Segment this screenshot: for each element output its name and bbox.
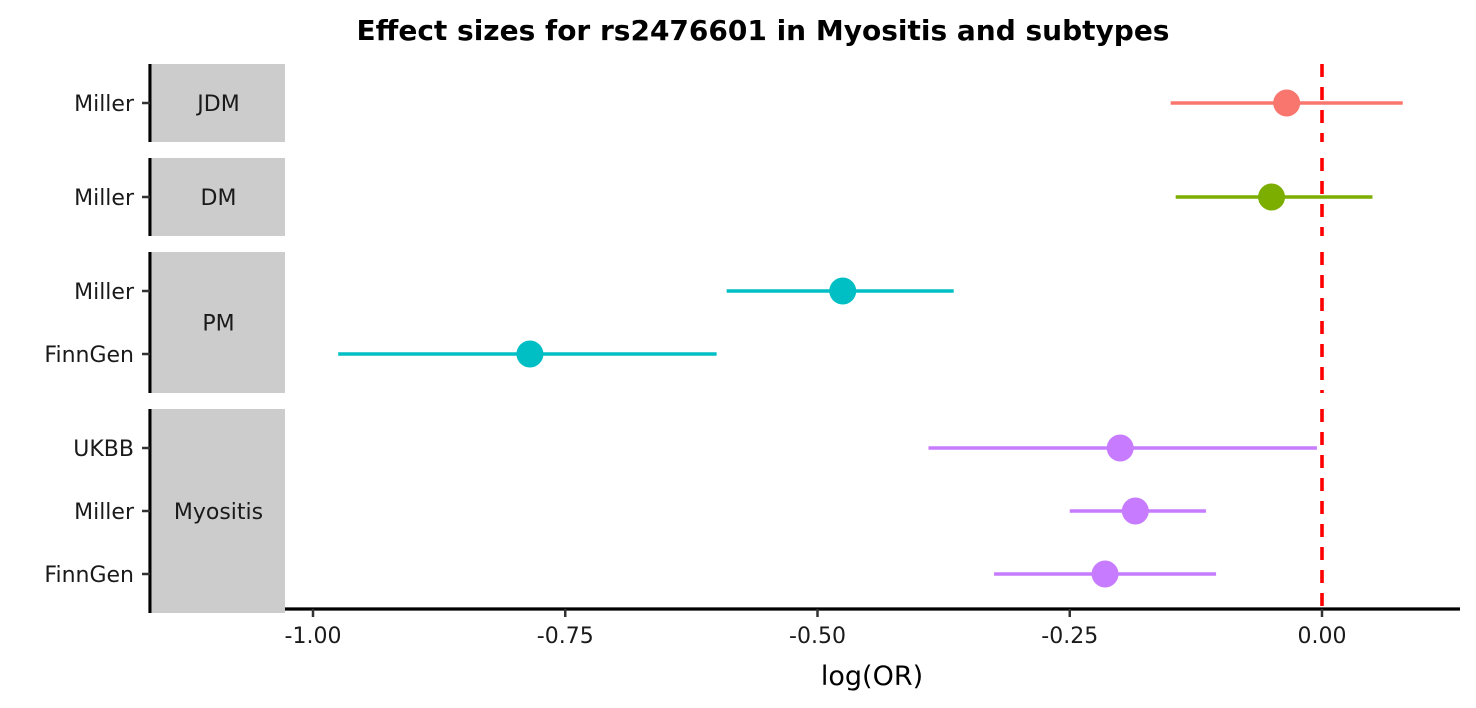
data-marks	[338, 89, 1403, 588]
point-estimate	[829, 277, 857, 305]
y-tick-label: Miller	[74, 186, 135, 211]
x-tick-label: -0.75	[537, 624, 594, 649]
point-estimate	[1091, 560, 1119, 588]
facet-strips: JDM DM PM Myositis	[152, 64, 285, 613]
y-axes: Miller Miller Miller FinnGen UKBB Miller FinnG…	[44, 64, 152, 613]
y-tick-label: Miller	[74, 500, 135, 525]
point-estimate	[1121, 497, 1149, 525]
y-tick-label: Miller	[74, 280, 135, 305]
x-axis: -1.00 -0.75 -0.50 -0.25 0.00	[285, 607, 1460, 649]
facet-strip-label: Myositis	[174, 500, 263, 525]
facet-strip	[152, 252, 285, 393]
facet-strip-label: JDM	[195, 92, 239, 117]
y-tick-label: FinnGen	[44, 343, 134, 368]
facet-strip-label: DM	[201, 186, 237, 211]
y-tick-label: UKBB	[73, 437, 134, 462]
x-tick-label: 0.00	[1298, 624, 1347, 649]
x-tick-label: -0.25	[1041, 624, 1098, 649]
point-estimate	[1258, 183, 1286, 211]
y-tick-label: FinnGen	[44, 563, 134, 588]
x-tick-label: -1.00	[285, 624, 342, 649]
facet-strip	[152, 158, 285, 236]
point-estimate	[516, 340, 544, 368]
facet-strip-label: PM	[202, 312, 234, 337]
x-axis-title: log(OR)	[821, 661, 923, 692]
point-estimate	[1106, 434, 1134, 462]
facet-strip	[152, 409, 285, 613]
point-estimate	[1273, 89, 1301, 117]
facet-strip	[152, 64, 285, 142]
y-tick-label: Miller	[74, 92, 135, 117]
chart-title: Effect sizes for rs2476601 in Myositis a…	[357, 14, 1170, 47]
x-tick-label: -0.50	[789, 624, 846, 649]
